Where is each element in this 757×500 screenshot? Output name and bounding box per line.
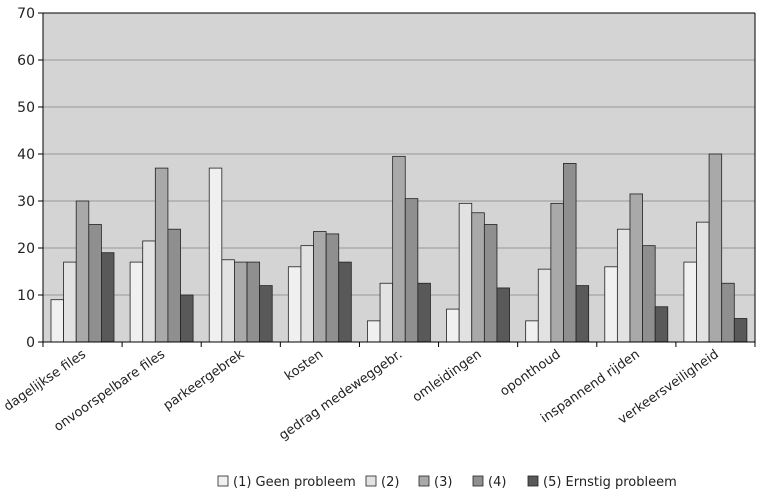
bar [550, 202, 564, 343]
bar [208, 167, 223, 343]
bar [221, 259, 235, 343]
legend-swatch [472, 475, 484, 487]
bar [471, 212, 485, 343]
bar [392, 155, 406, 343]
bar [616, 228, 631, 343]
bar [458, 202, 473, 343]
bar [417, 282, 431, 343]
bar [733, 318, 748, 343]
bar [683, 261, 697, 343]
y-tick-label: 0 [26, 335, 35, 351]
bar [629, 193, 643, 343]
bar [88, 224, 102, 343]
legend-swatch [365, 475, 377, 487]
bar [101, 252, 115, 343]
bar [180, 294, 194, 343]
legend-label: (3) [434, 475, 452, 490]
bar [246, 261, 261, 343]
y-tick-label: 40 [17, 147, 35, 163]
bar [537, 268, 552, 343]
bar [234, 261, 248, 343]
legend-label: (4) [488, 475, 506, 490]
bar [654, 306, 669, 343]
bar [404, 198, 419, 343]
bar [129, 261, 144, 343]
bar [525, 320, 539, 343]
y-tick-label: 70 [17, 6, 35, 22]
x-tick-label: omleidingen [410, 347, 484, 405]
y-tick-label: 60 [17, 53, 35, 69]
legend-swatch [217, 475, 229, 487]
bar [696, 221, 710, 343]
x-tick-label: oponthoud [497, 347, 563, 400]
bar [154, 167, 169, 343]
bar [338, 261, 352, 343]
bar [75, 200, 90, 343]
bar [446, 308, 460, 343]
bar [708, 153, 723, 343]
bar [63, 261, 77, 343]
bar [496, 287, 510, 343]
legend-label: (1) Geen probleem [233, 475, 356, 490]
bar [642, 245, 656, 343]
bar [379, 282, 394, 343]
bar [575, 285, 590, 343]
bar [367, 320, 381, 343]
legend-label: (5) Ernstig probleem [543, 475, 677, 490]
bar [483, 224, 498, 343]
legend: (1) Geen probleem (2) (3) (4) (5) Ernstig pr… [217, 475, 677, 490]
bar [50, 299, 65, 343]
legend-swatch [418, 475, 430, 487]
x-tick-label: kosten [282, 347, 326, 384]
bar [313, 231, 327, 343]
bar [604, 266, 618, 343]
y-tick-label: 10 [17, 288, 35, 304]
bar [167, 228, 181, 343]
y-tick-label: 30 [17, 194, 35, 210]
y-tick-label: 50 [17, 100, 35, 116]
bar [563, 162, 577, 343]
bar [142, 240, 156, 343]
bar [325, 233, 340, 343]
y-tick-label: 20 [17, 241, 35, 257]
plot-area [43, 12, 755, 343]
bar [259, 285, 273, 343]
bar [721, 282, 735, 343]
legend-swatch [527, 475, 539, 487]
legend-label: (2) [381, 475, 399, 490]
bar [287, 266, 302, 343]
x-tick-label: parkeergebrek [161, 347, 248, 414]
bar [300, 245, 314, 343]
